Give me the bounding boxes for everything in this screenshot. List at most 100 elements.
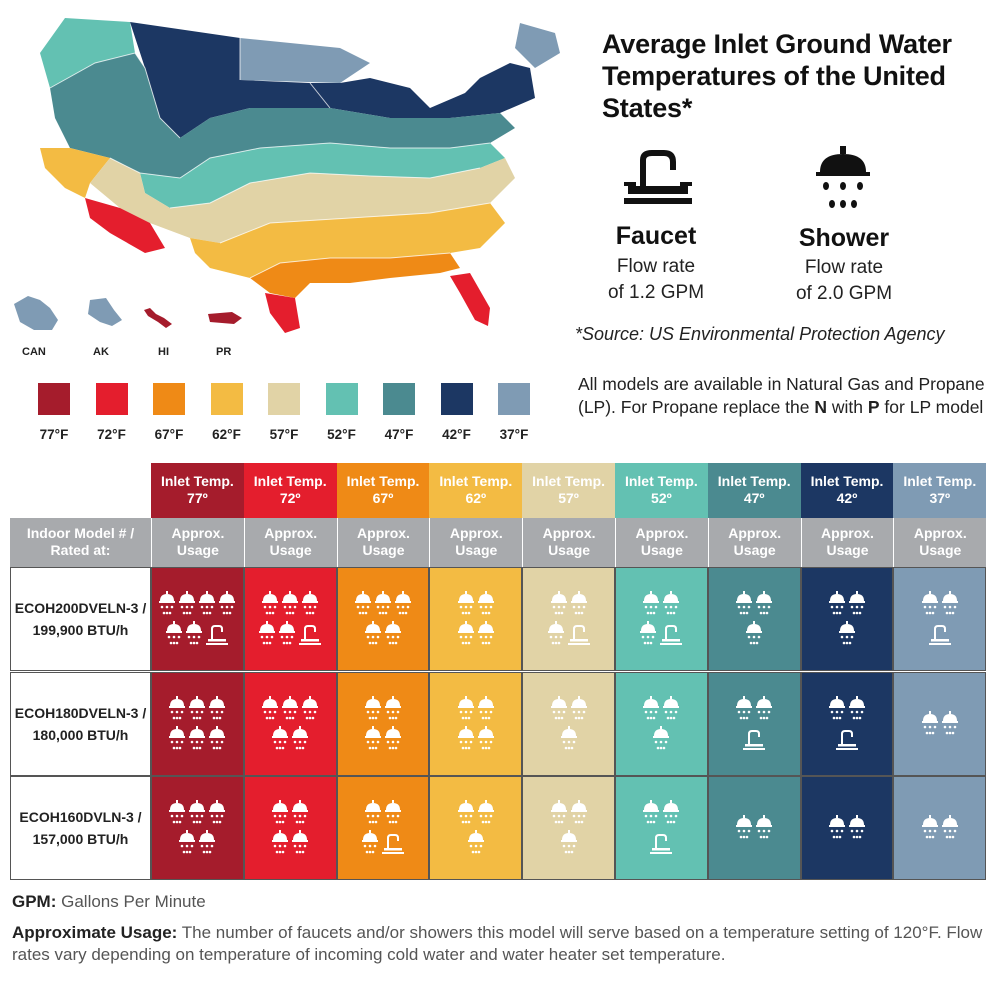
usage-cell bbox=[893, 671, 987, 776]
usage-column-header: Approx. Usage bbox=[800, 518, 894, 567]
page-title: Average Inlet Ground Water Temperatures … bbox=[602, 29, 952, 123]
icon-row bbox=[639, 621, 683, 647]
territory-label: CAN bbox=[22, 346, 46, 358]
usage-cell bbox=[615, 776, 708, 880]
legend-label: 77°F bbox=[39, 427, 69, 442]
source-note: *Source: US Environmental Protection Age… bbox=[575, 324, 945, 344]
usage-cell bbox=[893, 567, 987, 671]
usage-cell bbox=[893, 776, 987, 880]
legend-label: 52°F bbox=[327, 427, 356, 442]
shower-icon bbox=[272, 725, 289, 749]
shower-icon bbox=[384, 695, 401, 719]
legend-label: 47°F bbox=[384, 427, 414, 442]
legend-swatch bbox=[38, 383, 70, 415]
icon-row bbox=[271, 800, 309, 826]
usage-cell bbox=[336, 567, 430, 671]
model-rating: 180,000 BTU/h bbox=[32, 726, 129, 743]
map-zone-52 bbox=[140, 143, 505, 208]
icon-row bbox=[921, 815, 959, 841]
shower-icon bbox=[838, 621, 855, 645]
shower-icon bbox=[272, 800, 289, 824]
usage-column-header: Approx. Usage bbox=[615, 518, 708, 567]
icon-row bbox=[547, 621, 591, 647]
icon-row bbox=[364, 800, 402, 826]
shower-icon bbox=[354, 591, 371, 615]
icon-row bbox=[550, 695, 588, 722]
usage-cell bbox=[707, 567, 801, 671]
usage-cell bbox=[800, 671, 894, 776]
shower-icon bbox=[756, 815, 773, 839]
shower-icon bbox=[640, 621, 657, 645]
shower-icon bbox=[663, 591, 680, 615]
shower-icon bbox=[560, 830, 577, 854]
shower-icon bbox=[189, 800, 206, 824]
shower-icon bbox=[848, 591, 865, 615]
legend-label: 37°F bbox=[499, 427, 529, 442]
model-number: ECOH160DVLN-3 / bbox=[19, 809, 142, 825]
usage-cell bbox=[522, 776, 615, 880]
map-zone-37 bbox=[240, 38, 370, 83]
model-number: ECOH180DVELN-3 / bbox=[14, 704, 147, 721]
icon-row bbox=[735, 695, 773, 722]
legend-swatch bbox=[268, 383, 300, 415]
faucet-icon bbox=[299, 625, 322, 645]
shower-icon bbox=[941, 710, 958, 734]
shower-icon bbox=[364, 725, 381, 749]
icon-row bbox=[271, 725, 309, 752]
shower-icon bbox=[282, 695, 299, 719]
temp-column-header: Inlet Temp. 67º bbox=[336, 463, 430, 518]
shower-icon bbox=[209, 725, 226, 749]
usage-cell bbox=[429, 671, 523, 776]
faucet-icon bbox=[660, 625, 683, 645]
usage-cell bbox=[151, 567, 244, 671]
shower-icon bbox=[457, 800, 474, 824]
shower-icon bbox=[457, 591, 474, 615]
shower-icon bbox=[292, 830, 309, 854]
faucet-rate: Flow rate of 1.2 GPM bbox=[607, 256, 705, 303]
icon-row bbox=[649, 830, 673, 856]
icon-row bbox=[550, 800, 588, 826]
icon-row bbox=[828, 815, 866, 841]
map-zone-62 bbox=[40, 148, 110, 198]
model-column-header: Indoor Model # / Rated at: bbox=[10, 518, 151, 567]
territory-label: HI bbox=[158, 346, 169, 358]
shower-icon bbox=[209, 695, 226, 719]
shower-icon bbox=[457, 621, 474, 645]
shower-icon bbox=[179, 591, 196, 615]
model-cell: ECOH160DVLN-3 / 157,000 BTU/h bbox=[10, 776, 151, 880]
shower-icon bbox=[199, 830, 216, 854]
shower-icon bbox=[384, 725, 401, 749]
shower-icon bbox=[550, 591, 567, 615]
usage-cell bbox=[615, 671, 708, 776]
temp-column-header: Inlet Temp. 57º bbox=[522, 463, 615, 518]
icon-row bbox=[168, 725, 226, 752]
faucet-icon bbox=[624, 150, 692, 204]
legend-swatch bbox=[440, 383, 473, 415]
shower-icon bbox=[921, 815, 938, 839]
icon-row bbox=[835, 726, 859, 752]
shower-icon bbox=[384, 800, 401, 824]
usage-cell bbox=[429, 567, 523, 671]
usage-column-header: Approx. Usage bbox=[707, 518, 801, 567]
usage-cell bbox=[336, 776, 430, 880]
icon-row bbox=[158, 591, 236, 617]
usage-cell bbox=[615, 567, 708, 671]
shower-icon bbox=[570, 695, 587, 719]
faucet-title: Faucet bbox=[615, 222, 697, 250]
icon-row bbox=[921, 591, 959, 617]
shower-icon bbox=[219, 591, 236, 615]
shower-icon bbox=[550, 800, 567, 824]
map-zone-72 bbox=[85, 198, 165, 253]
usage-cell bbox=[800, 776, 894, 880]
shower-icon bbox=[848, 815, 865, 839]
shower-icon bbox=[570, 591, 587, 615]
icon-row bbox=[560, 830, 578, 856]
shower-icon bbox=[209, 800, 226, 824]
icon-row bbox=[261, 591, 319, 617]
legend-label: 67°F bbox=[154, 427, 184, 442]
usage-column-header: Approx. Usage bbox=[429, 518, 523, 567]
shower-icon bbox=[186, 621, 203, 645]
model-rating: 157,000 BTU/h bbox=[32, 831, 129, 847]
model-cell: ECOH200DVELN-3 / 199,900 BTU/h bbox=[10, 567, 151, 671]
shower-icon bbox=[941, 815, 958, 839]
